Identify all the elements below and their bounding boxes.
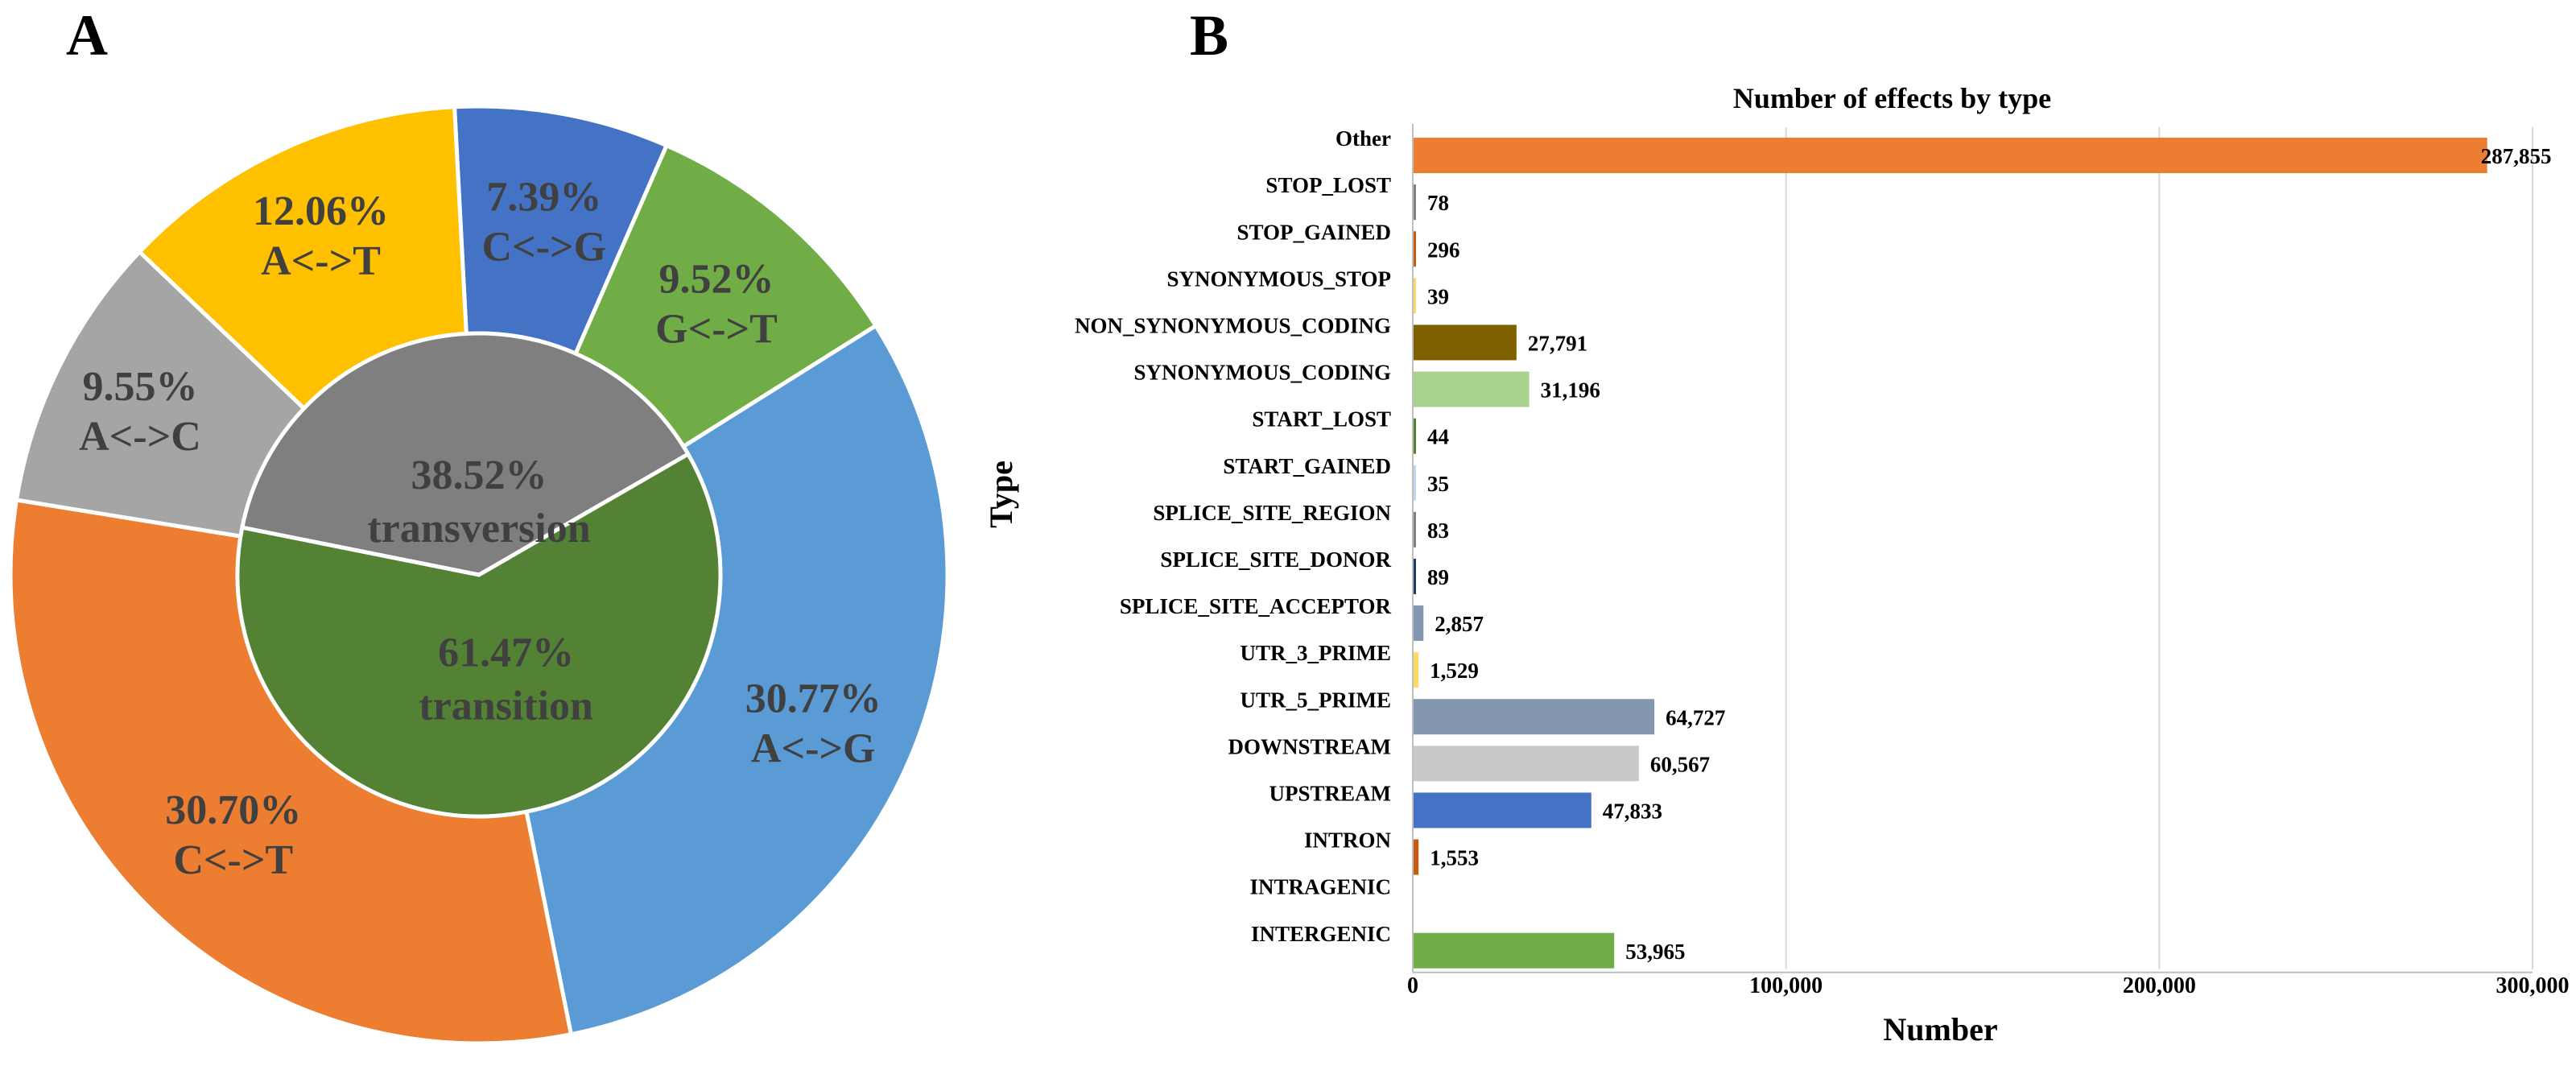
panel-label-b: B [1190, 3, 1228, 68]
value-label: 296 [1427, 238, 1460, 262]
category-label: STOP_GAINED [1236, 220, 1391, 244]
inner-slice-transition [235, 451, 723, 819]
bar-synonymous-coding [1413, 371, 1530, 407]
category-label: INTRAGENIC [1249, 875, 1391, 899]
category-label: UPSTREAM [1269, 781, 1391, 805]
inner-name-label: transition [419, 684, 593, 729]
outer-pct-label: 9.52% [659, 257, 774, 303]
category-label: SPLICE_SITE_REGION [1153, 501, 1391, 525]
chart-title: Number of effects by type [1733, 82, 2051, 114]
category-label: START_LOST [1252, 407, 1391, 432]
category-label: DOWNSTREAM [1228, 734, 1391, 758]
value-label: 1,529 [1430, 659, 1479, 683]
outer-name-label: C<->T [173, 837, 293, 883]
outer-pct-label: 30.70% [165, 787, 301, 833]
x-axis-title: Number [1883, 1011, 1997, 1047]
outer-pct-label: 12.06% [253, 188, 389, 234]
x-tick-label: 0 [1407, 973, 1418, 998]
bar-stop-gained [1413, 231, 1416, 267]
category-label: NON_SYNONYMOUS_CODING [1075, 313, 1391, 337]
bar-downstream [1413, 746, 1639, 782]
outer-pct-label: 9.55% [82, 364, 197, 410]
donut-chart: 7.39%C<->G 9.52%G<->T 30.77%A<->G 30.70%C<-… [8, 104, 950, 1046]
bar-non-synonymous-coding [1413, 324, 1517, 361]
inner-name-label: transversion [367, 506, 590, 552]
value-label: 53,965 [1625, 940, 1685, 964]
bar-upstream [1413, 792, 1591, 828]
value-label: 35 [1427, 472, 1449, 496]
outer-name-label: C<->G [482, 224, 607, 270]
outer-name-label: A<->G [751, 726, 876, 772]
outer-pct-label: 7.39% [486, 174, 601, 220]
value-label: 44 [1427, 425, 1449, 449]
bar-utr-5-prime [1413, 699, 1655, 735]
value-label: 64,727 [1666, 705, 1725, 729]
y-axis-title: Type [983, 461, 1019, 528]
bar-start-gained [1413, 465, 1416, 501]
value-label: 287,855 [2481, 144, 2552, 168]
outer-name-label: A<->T [261, 238, 381, 284]
value-label: 83 [1427, 518, 1449, 543]
category-label: START_GAINED [1223, 454, 1391, 478]
bar-start-lost [1413, 418, 1416, 454]
category-label: UTR_5_PRIME [1241, 688, 1392, 712]
inner-slice-transversion [239, 331, 691, 577]
category-label: UTR_3_PRIME [1241, 641, 1392, 665]
bar-chart: Number of effects by type Other 287,855 STO… [983, 82, 2570, 1047]
bar-intron [1413, 839, 1419, 875]
outer-name-label: A<->C [79, 414, 201, 460]
value-label: 1,553 [1430, 846, 1479, 870]
panel-label-a: A [66, 3, 108, 68]
value-label: 78 [1427, 191, 1449, 215]
bar-splice-site-donor [1413, 558, 1416, 594]
x-tick-label: 300,000 [2496, 973, 2570, 998]
value-label: 27,791 [1528, 331, 1587, 355]
value-label: 47,833 [1603, 799, 1662, 823]
outer-name-label: G<->T [655, 307, 778, 353]
x-tick-label: 200,000 [2123, 973, 2196, 998]
category-label: Other [1335, 126, 1391, 151]
bar-synonymous-stop [1413, 278, 1416, 314]
value-label: 31,196 [1541, 378, 1600, 403]
value-label: 60,567 [1650, 752, 1710, 776]
bar-utr-3-prime [1413, 652, 1419, 688]
x-tick-label: 100,000 [1749, 973, 1823, 998]
bar-splice-site-region [1413, 511, 1416, 547]
category-label: SPLICE_SITE_DONOR [1160, 547, 1391, 572]
value-label: 39 [1427, 284, 1449, 308]
value-label: 2,857 [1435, 612, 1484, 636]
value-label: 89 [1427, 565, 1449, 589]
category-label: INTERGENIC [1251, 922, 1391, 946]
category-label: INTRON [1304, 828, 1392, 853]
bar-stop-lost [1413, 184, 1416, 221]
bar-intergenic [1413, 932, 1615, 969]
bar-splice-site-acceptor [1413, 605, 1424, 642]
inner-pct-label: 38.52% [411, 452, 547, 498]
outer-pct-label: 30.77% [745, 676, 881, 722]
category-label: STOP_LOST [1265, 173, 1391, 197]
category-label: SPLICE_SITE_ACCEPTOR [1120, 594, 1392, 618]
category-label: SYNONYMOUS_STOP [1166, 266, 1391, 291]
bar-other [1413, 138, 2487, 174]
inner-pct-label: 61.47% [438, 630, 574, 676]
category-label: SYNONYMOUS_CODING [1133, 361, 1391, 385]
